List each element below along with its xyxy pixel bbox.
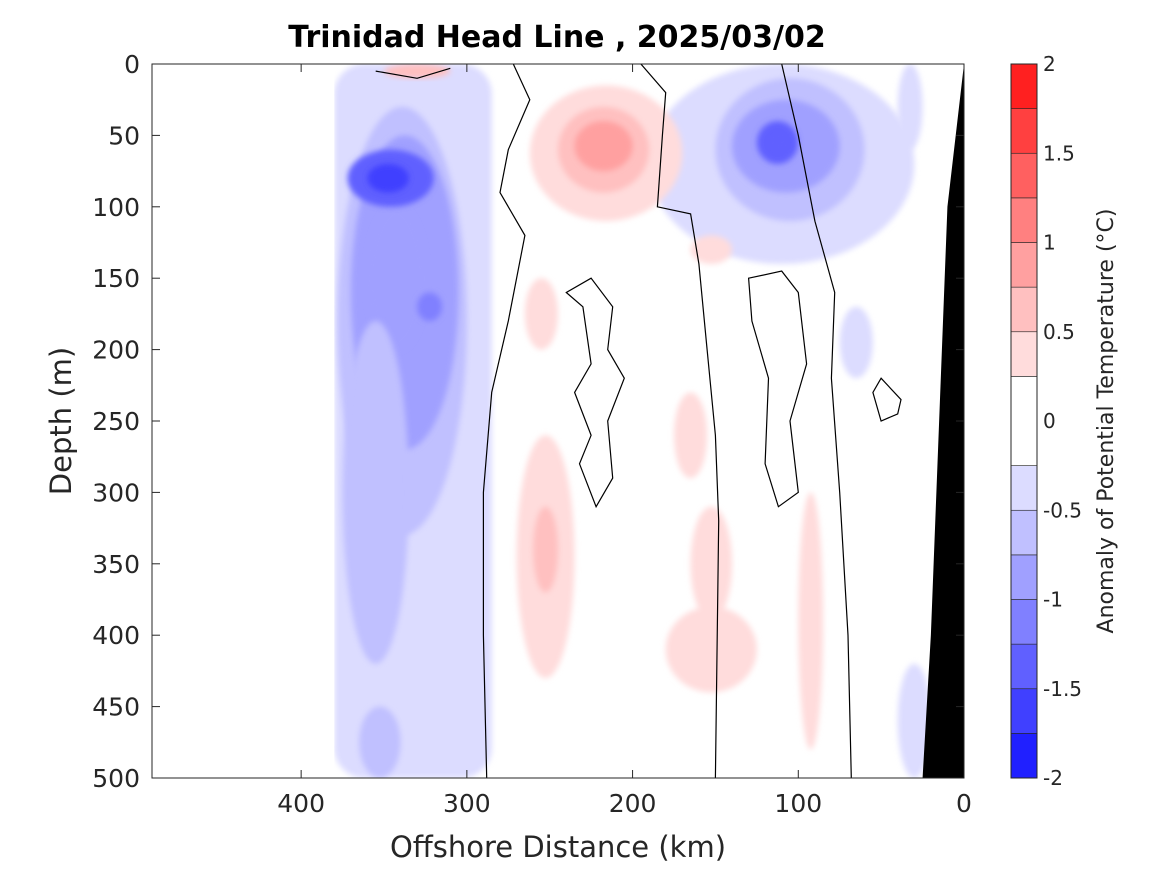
colorbar-tick-label: 1	[1043, 231, 1056, 255]
y-tick-label: 100	[92, 193, 140, 222]
bathymetry-shelf	[922, 64, 964, 778]
x-axis-label: Offshore Distance (km)	[390, 830, 726, 864]
colorbar-label: Anomaly of Potential Temperature (°C)	[1094, 209, 1119, 634]
colorbar-tick-label: 2	[1043, 52, 1056, 76]
anomaly-region-15	[839, 306, 873, 379]
colorbar-swatch	[1010, 242, 1038, 288]
y-tick-label: 150	[92, 264, 140, 293]
colorbar-swatch	[1010, 197, 1038, 243]
zero-contour-small	[872, 377, 902, 422]
y-tick-label: 350	[92, 550, 140, 579]
x-tick-label: 300	[443, 789, 491, 818]
y-tick-label: 250	[92, 407, 140, 436]
colorbar-swatch	[1010, 108, 1038, 154]
anomaly-region-23	[690, 235, 732, 264]
x-tick-label: 100	[774, 789, 822, 818]
anomaly-region-16	[897, 663, 931, 778]
zero-contour-east	[781, 64, 852, 778]
anomaly-region-5	[367, 163, 409, 193]
anomaly-region-3	[367, 206, 426, 350]
colorbar-tick-label: -1.5	[1043, 677, 1082, 701]
y-tick-label: 0	[124, 50, 140, 79]
colorbar: 2 1.5 1 0.5 0 -0.5 -1 -1.5 -2	[1010, 52, 1082, 790]
anomaly-region-26	[665, 606, 757, 693]
colorbar-swatch	[1010, 465, 1038, 511]
x-tick-label: 0	[956, 789, 972, 818]
anomaly-region-20	[574, 121, 633, 172]
anomaly-region-17	[384, 64, 451, 79]
anomaly-region-14	[897, 64, 923, 150]
anomaly-region-13	[773, 135, 790, 150]
colorbar-frame	[1010, 63, 1038, 779]
y-tick-label: 50	[108, 121, 140, 150]
zero-contours	[375, 64, 902, 778]
x-tick-label: 200	[609, 789, 657, 818]
zero-contour-loop-2	[747, 270, 808, 508]
anomaly-region-8	[359, 706, 401, 778]
colorbar-swatch	[1010, 509, 1038, 556]
chart-title: Trinidad Head Line , 2025/03/02	[288, 20, 825, 55]
anomaly-field	[334, 64, 931, 778]
anomaly-region-22	[533, 506, 558, 593]
colorbar-swatch	[1010, 286, 1038, 333]
zero-contour-west	[482, 64, 531, 778]
y-tick-label: 500	[92, 764, 140, 793]
colorbar-tick-label: 0.5	[1043, 320, 1075, 344]
colorbar-tick-label: -1	[1043, 588, 1063, 612]
y-tick-label: 400	[92, 621, 140, 650]
anomaly-region-28	[524, 278, 559, 350]
zero-contour-loop	[565, 277, 625, 509]
zero-contour-surface	[375, 67, 451, 79]
y-tick-label: 300	[92, 478, 140, 507]
colorbar-swatch	[1010, 152, 1038, 199]
x-tick-label: 400	[277, 789, 325, 818]
colorbar-swatch	[1010, 599, 1038, 645]
colorbar-tick-label: 1.5	[1043, 141, 1075, 165]
plot-area: 400 300 200 100 0 0 50 100 150 200 250 300 350 400 45…	[92, 50, 972, 818]
y-axis-label: Depth (m)	[44, 347, 78, 495]
anomaly-region-27	[798, 492, 824, 750]
colorbar-tick-label: -0.5	[1043, 498, 1082, 522]
anomaly-region-25	[690, 506, 732, 621]
colorbar-swatch	[1010, 733, 1038, 779]
colorbar-swatch	[1010, 643, 1038, 690]
colorbar-tick-label: 0	[1043, 409, 1056, 433]
colorbar-swatch	[1010, 376, 1038, 466]
colorbar-swatch	[1010, 63, 1038, 109]
anomaly-region-24	[674, 392, 708, 479]
colorbar-swatch	[1010, 688, 1038, 734]
zero-contour-mid	[640, 64, 720, 778]
anomaly-region-6	[417, 292, 443, 322]
colorbar-tick-label: -2	[1043, 766, 1063, 790]
y-axis: 0 50 100 150 200 250 300 350 400 450 500	[92, 50, 964, 793]
y-tick-label: 200	[92, 336, 140, 365]
x-axis: 400 300 200 100 0	[277, 64, 972, 818]
anomaly-region-7	[342, 321, 409, 664]
y-tick-label: 450	[92, 693, 140, 722]
colorbar-swatch	[1010, 331, 1038, 377]
colorbar-swatch	[1010, 554, 1038, 600]
